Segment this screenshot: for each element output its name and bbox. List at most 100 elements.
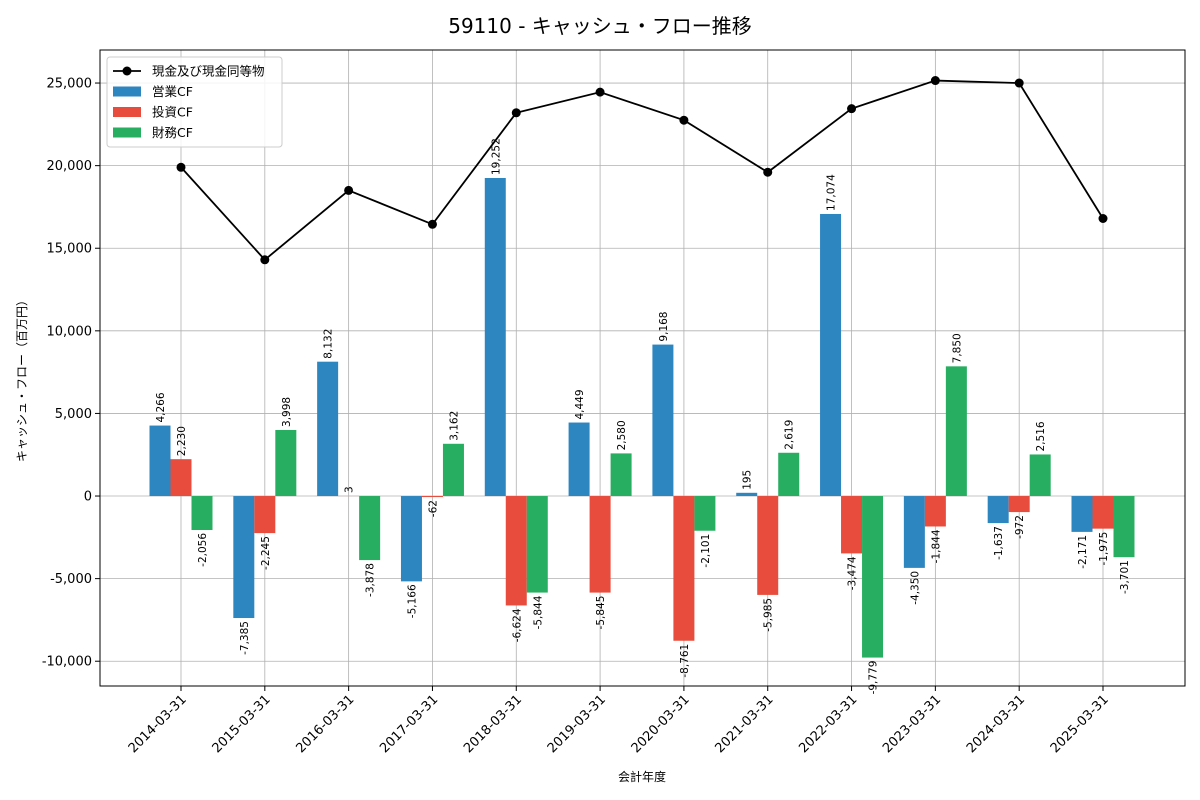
bar-value-label: -5,985 <box>763 598 775 632</box>
bar <box>275 429 297 497</box>
line-point <box>847 104 857 114</box>
bar-value-label: 3,162 <box>448 411 460 441</box>
line-point <box>260 255 270 265</box>
bar-value-label: -3,474 <box>847 556 859 590</box>
line-point <box>511 108 521 118</box>
x-axis-label: 会計年度 <box>618 769 666 784</box>
bar <box>400 496 422 582</box>
bar <box>903 496 925 568</box>
legend-swatch <box>113 86 141 97</box>
line-path <box>180 79 1104 262</box>
line-point <box>595 87 605 97</box>
bar-value-label: 4,266 <box>155 392 167 422</box>
bar-value-label: -62 <box>427 500 439 517</box>
line-point <box>930 76 940 86</box>
bars <box>149 177 1135 658</box>
bar-value-label: -5,844 <box>532 595 544 629</box>
line-point <box>344 185 354 195</box>
bar <box>736 492 758 497</box>
bar-value-label: 8,132 <box>323 329 335 359</box>
bar-value-label: -8,761 <box>679 644 691 678</box>
x-tick-label: 2014-03-31 <box>126 692 190 756</box>
bar <box>1071 496 1093 532</box>
x-tick-label: 2021-03-31 <box>713 692 777 756</box>
bar-value-label: 2,619 <box>784 420 796 450</box>
line-point <box>1014 78 1024 88</box>
y-tick-label: -5,000 <box>50 572 92 587</box>
bar-value-label: -3,701 <box>1119 560 1131 594</box>
bar <box>317 361 339 497</box>
x-tick-label: 2025-03-31 <box>1048 692 1112 756</box>
bar-value-label: -2,171 <box>1077 535 1089 569</box>
bar <box>987 496 1009 524</box>
bar <box>254 496 276 534</box>
y-tick-label: 5,000 <box>55 407 92 422</box>
bar-value-label: -2,245 <box>260 536 272 570</box>
bar <box>359 496 381 561</box>
line-point <box>1098 213 1108 223</box>
bar-value-label: 7,850 <box>951 333 963 363</box>
bar <box>1092 496 1114 529</box>
legend-label: 投資CF <box>152 105 193 120</box>
bar <box>421 496 443 498</box>
legend-label: 現金及び現金同等物 <box>152 64 265 79</box>
bar <box>505 496 527 606</box>
bar <box>1113 496 1135 558</box>
line-point <box>427 219 437 229</box>
bar <box>442 443 464 497</box>
bar-value-label: -7,385 <box>239 621 251 655</box>
line-point <box>763 167 773 177</box>
bar <box>589 496 611 593</box>
bar-value-label: 19,252 <box>490 138 502 175</box>
y-tick-label: 20,000 <box>47 159 93 174</box>
bar-value-label: -2,101 <box>700 534 712 568</box>
x-tick-label: 2020-03-31 <box>629 692 693 756</box>
bar-value-label: 195 <box>742 470 754 490</box>
bar <box>757 496 779 595</box>
bar-value-label: -2,056 <box>197 533 209 567</box>
bar-value-label: 9,168 <box>658 312 670 342</box>
line-point <box>679 115 689 125</box>
bar <box>652 344 674 497</box>
legend-swatch <box>113 127 141 138</box>
bar <box>170 459 192 497</box>
line-point <box>176 162 186 172</box>
plot-frame <box>99 49 1186 687</box>
x-tick-label: 2017-03-31 <box>377 692 441 756</box>
legend-swatch-marker <box>122 66 132 76</box>
bar-value-label: -9,779 <box>868 661 880 695</box>
bar-value-label: -972 <box>1014 515 1026 539</box>
x-tick-label: 2016-03-31 <box>293 692 357 756</box>
bar-value-label: -5,845 <box>595 596 607 630</box>
bar-value-label: -1,844 <box>930 529 942 563</box>
bar-value-label: -3,878 <box>365 563 377 597</box>
y-tick-label: 10,000 <box>47 324 93 339</box>
bar <box>924 496 946 527</box>
bar <box>778 452 800 497</box>
y-axis-label: キャッシュ・フロー（百万円） <box>15 294 29 462</box>
bar-value-label: 4,449 <box>574 389 586 419</box>
bar <box>1029 454 1051 497</box>
bar <box>610 453 632 497</box>
bar <box>233 496 255 619</box>
x-tick-label: 2024-03-31 <box>964 692 1028 756</box>
bar <box>1008 496 1030 513</box>
y-tick-label: 25,000 <box>47 77 93 92</box>
bar <box>862 496 884 658</box>
bar-value-label: -1,975 <box>1098 532 1110 566</box>
x-tick-label: 2019-03-31 <box>545 692 609 756</box>
bar <box>568 422 590 497</box>
bar-value-label: 3,998 <box>281 397 293 427</box>
x-tick-label: 2015-03-31 <box>210 692 274 756</box>
bar <box>526 496 548 593</box>
bar-value-label: -1,637 <box>993 526 1005 560</box>
bar-value-label: 2,580 <box>616 420 628 450</box>
bar-value-label: -6,624 <box>511 608 523 642</box>
cash-balance-line <box>176 76 1108 265</box>
bar <box>149 425 171 497</box>
bar <box>820 213 842 497</box>
bar <box>673 496 695 641</box>
bar <box>841 496 863 554</box>
